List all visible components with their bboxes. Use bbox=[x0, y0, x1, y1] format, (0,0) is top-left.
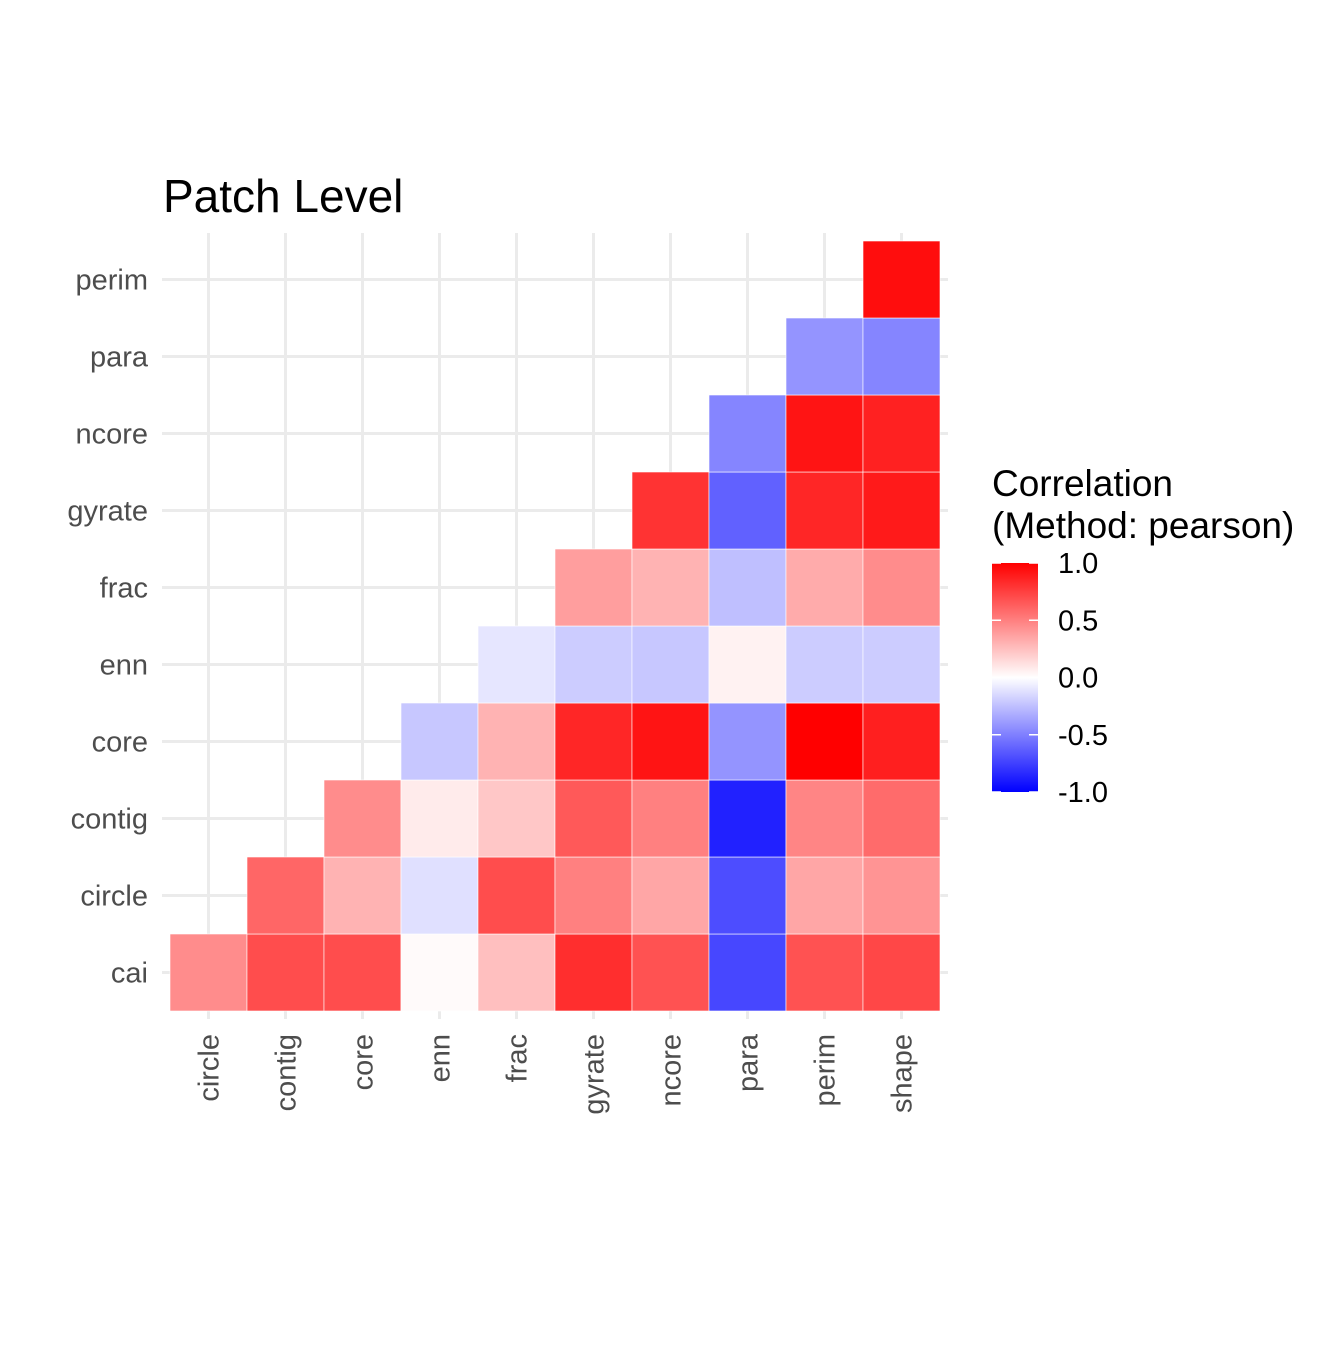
tile-para-circle bbox=[708, 856, 787, 935]
tile-enn-cai bbox=[400, 933, 479, 1012]
legend-title-line1: Correlation bbox=[992, 463, 1173, 504]
legend-tick-label: 0.5 bbox=[1058, 605, 1098, 637]
y-tick-label-frac: frac bbox=[100, 573, 148, 605]
y-tick-label-core: core bbox=[92, 727, 148, 759]
tile-perim-cai bbox=[785, 933, 864, 1012]
y-tick-label-cai: cai bbox=[111, 958, 148, 990]
x-tick-label-circle: circle bbox=[194, 1034, 226, 1102]
legend-title-line2: (Method: pearson) bbox=[992, 505, 1294, 546]
y-tick-label-perim: perim bbox=[75, 265, 148, 297]
tile-para-contig bbox=[708, 779, 787, 858]
y-tick-label-ncore: ncore bbox=[75, 419, 148, 451]
y-axis-tick-labels: cai circle contig core enn frac gyrate ncore par… bbox=[67, 265, 148, 990]
tile-frac-cai bbox=[477, 933, 556, 1012]
tile-gyrate-enn bbox=[554, 625, 633, 704]
tile-shape-perim bbox=[862, 240, 941, 319]
chart-title: Patch Level bbox=[163, 170, 403, 222]
x-tick-label-shape: shape bbox=[887, 1034, 919, 1113]
tile-frac-contig bbox=[477, 779, 556, 858]
x-tick-label-enn: enn bbox=[425, 1034, 457, 1082]
tile-contig-cai bbox=[246, 933, 325, 1012]
tile-para-gyrate bbox=[708, 471, 787, 550]
tile-gyrate-cai bbox=[554, 933, 633, 1012]
legend-tick-label: 0.0 bbox=[1058, 663, 1098, 695]
tile-para-cai bbox=[708, 933, 787, 1012]
y-tick-label-circle: circle bbox=[80, 881, 148, 913]
legend-tick-label: 1.0 bbox=[1058, 548, 1098, 580]
tile-gyrate-frac bbox=[554, 548, 633, 627]
y-tick-label-gyrate: gyrate bbox=[67, 496, 148, 528]
tile-shape-contig bbox=[862, 779, 941, 858]
tile-shape-cai bbox=[862, 933, 941, 1012]
tile-shape-para bbox=[862, 317, 941, 396]
tile-perim-frac bbox=[785, 548, 864, 627]
tile-perim-para bbox=[785, 317, 864, 396]
tile-ncore-contig bbox=[631, 779, 710, 858]
x-tick-label-contig: contig bbox=[271, 1034, 303, 1111]
y-tick-label-para: para bbox=[90, 342, 149, 374]
tile-perim-enn bbox=[785, 625, 864, 704]
tile-frac-core bbox=[477, 702, 556, 781]
tile-perim-contig bbox=[785, 779, 864, 858]
tile-shape-gyrate bbox=[862, 471, 941, 550]
tile-shape-circle bbox=[862, 856, 941, 935]
tile-para-enn bbox=[708, 625, 787, 704]
legend-tick-label: -0.5 bbox=[1058, 720, 1108, 752]
tile-shape-ncore bbox=[862, 394, 941, 473]
tile-gyrate-contig bbox=[554, 779, 633, 858]
tile-core-cai bbox=[323, 933, 402, 1012]
x-axis-tick-labels: circle contig core enn frac gyrate ncore para pe… bbox=[194, 1033, 919, 1114]
tile-gyrate-circle bbox=[554, 856, 633, 935]
tile-ncore-core bbox=[631, 702, 710, 781]
y-tick-label-contig: contig bbox=[71, 804, 148, 836]
tile-perim-gyrate bbox=[785, 471, 864, 550]
tile-perim-core bbox=[785, 702, 864, 781]
heatmap-tiles bbox=[169, 240, 941, 1012]
legend-ticks: 1.0 0.5 0.0 -0.5 -1.0 bbox=[992, 548, 1108, 809]
tile-ncore-gyrate bbox=[631, 471, 710, 550]
tile-ncore-frac bbox=[631, 548, 710, 627]
tile-enn-circle bbox=[400, 856, 479, 935]
tile-ncore-cai bbox=[631, 933, 710, 1012]
tile-shape-core bbox=[862, 702, 941, 781]
tile-core-circle bbox=[323, 856, 402, 935]
x-tick-label-gyrate: gyrate bbox=[579, 1034, 611, 1115]
y-tick-label-enn: enn bbox=[100, 650, 148, 682]
tile-para-ncore bbox=[708, 394, 787, 473]
tile-shape-frac bbox=[862, 548, 941, 627]
tile-circle-cai bbox=[169, 933, 248, 1012]
tile-perim-circle bbox=[785, 856, 864, 935]
tile-gyrate-core bbox=[554, 702, 633, 781]
tile-ncore-circle bbox=[631, 856, 710, 935]
tile-enn-core bbox=[400, 702, 479, 781]
tile-frac-enn bbox=[477, 625, 556, 704]
tile-core-contig bbox=[323, 779, 402, 858]
legend-tick-label: -1.0 bbox=[1058, 777, 1108, 809]
tile-frac-circle bbox=[477, 856, 556, 935]
x-tick-label-ncore: ncore bbox=[656, 1034, 688, 1107]
tile-para-frac bbox=[708, 548, 787, 627]
tile-shape-enn bbox=[862, 625, 941, 704]
x-tick-label-frac: frac bbox=[502, 1034, 534, 1082]
tile-enn-contig bbox=[400, 779, 479, 858]
x-tick-label-perim: perim bbox=[810, 1034, 842, 1107]
tile-para-core bbox=[708, 702, 787, 781]
legend: Correlation (Method: pearson) 1.0 0.5 0.0 -… bbox=[992, 463, 1294, 809]
tile-contig-circle bbox=[246, 856, 325, 935]
tile-ncore-enn bbox=[631, 625, 710, 704]
x-tick-label-para: para bbox=[733, 1033, 765, 1092]
tile-perim-ncore bbox=[785, 394, 864, 473]
x-tick-label-core: core bbox=[348, 1034, 380, 1090]
